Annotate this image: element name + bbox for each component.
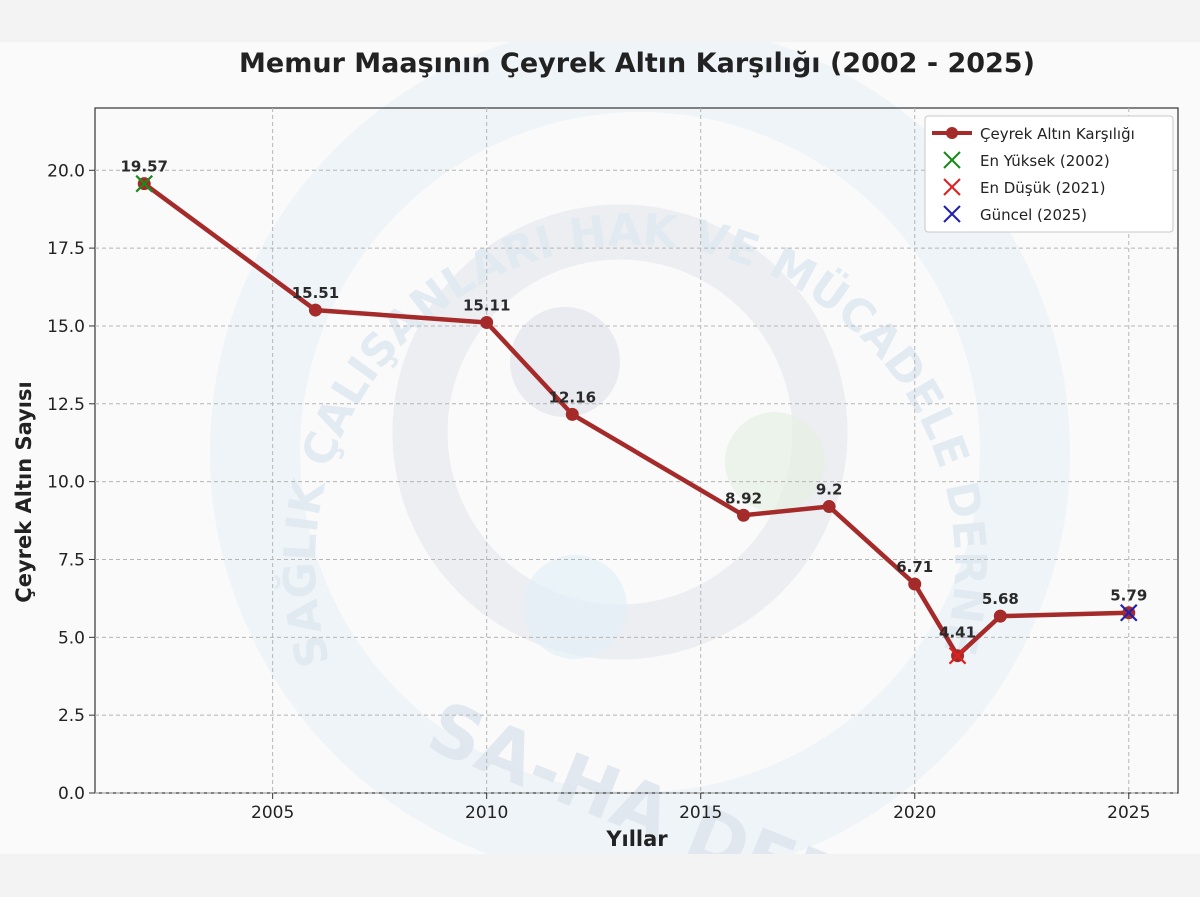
y-tick-label: 2.5 xyxy=(58,706,85,726)
x-ticks: 2005 2010 2015 2020 2025 xyxy=(251,793,1150,823)
y-tick-label: 0.0 xyxy=(58,784,85,804)
legend-x-swatch xyxy=(943,151,961,169)
y-tick-label: 10.0 xyxy=(47,473,85,493)
chart-figure: SAĞLIK ÇALIŞANLARI HAK VE MÜCADELE DERNE… xyxy=(0,42,1200,854)
x-tick-label: 2005 xyxy=(251,803,294,823)
x-marker-stroke xyxy=(1119,603,1138,622)
data-label: 6.71 xyxy=(896,558,933,576)
y-tick-label: 15.0 xyxy=(47,317,85,337)
x-tick-label: 2015 xyxy=(679,803,722,823)
data-point xyxy=(480,316,494,330)
data-label: 5.79 xyxy=(1110,587,1147,605)
watermark-dot-green xyxy=(725,412,825,512)
data-point xyxy=(822,500,836,514)
x-axis-title: Yıllar xyxy=(605,827,668,851)
legend-item: En Yüksek (2002) xyxy=(943,151,1110,170)
x-marker-stroke xyxy=(948,646,967,665)
legend-x-swatch xyxy=(943,205,961,223)
x-tick-label: 2020 xyxy=(893,803,936,823)
data-labels: 19.57 15.51 15.11 12.16 8.92 9.2 6.71 4.41 5.68 5… xyxy=(121,158,1148,642)
chart-title: Memur Maaşının Çeyrek Altın Karşılığı (2… xyxy=(239,48,1035,79)
y-tick-label: 20.0 xyxy=(47,161,85,181)
x-marker-stroke xyxy=(135,174,154,193)
data-label: 9.2 xyxy=(816,481,843,499)
data-point xyxy=(908,577,922,591)
legend-item: En Düşük (2021) xyxy=(943,178,1105,197)
data-point xyxy=(308,303,322,317)
x-marker xyxy=(1119,603,1138,622)
watermark-ring xyxy=(210,42,1070,854)
y-tick-label: 17.5 xyxy=(47,239,85,259)
series-line xyxy=(141,181,1132,658)
data-label: 12.16 xyxy=(549,388,596,406)
legend-item: Güncel (2025) xyxy=(943,205,1087,224)
grid xyxy=(95,108,1178,794)
data-label: 8.92 xyxy=(725,489,762,507)
chart-svg: SAĞLIK ÇALIŞANLARI HAK VE MÜCADELE DERNE… xyxy=(0,42,1179,854)
y-tick-label: 7.5 xyxy=(58,550,85,570)
x-tick-label: 2010 xyxy=(465,803,508,823)
legend-marker-swatch xyxy=(946,127,958,139)
x-marker xyxy=(135,174,154,193)
data-label: 4.41 xyxy=(939,624,976,642)
legend-label: En Yüksek (2002) xyxy=(980,152,1110,170)
data-label: 5.68 xyxy=(982,590,1019,608)
legend-x-swatch xyxy=(943,178,961,196)
data-label: 15.51 xyxy=(292,284,339,302)
y-tick-label: 12.5 xyxy=(47,395,85,415)
y-tick-label: 5.0 xyxy=(58,628,85,648)
legend-label: Güncel (2025) xyxy=(980,206,1087,224)
data-point xyxy=(565,407,579,421)
watermark-dot-blue xyxy=(523,555,627,659)
data-label: 15.11 xyxy=(463,297,510,315)
data-label: 19.57 xyxy=(121,158,168,176)
y-axis-title: Çeyrek Altın Sayısı xyxy=(12,381,36,602)
legend-label: Çeyrek Altın Karşılığı xyxy=(980,125,1135,143)
legend-box xyxy=(924,115,1174,233)
special-markers xyxy=(135,174,1138,665)
y-ticks: 0.0 2.5 5.0 7.5 10.0 12.5 15.0 17.5 20.0 xyxy=(47,161,95,804)
x-tick-label: 2025 xyxy=(1107,803,1150,823)
legend-item: Çeyrek Altın Karşılığı xyxy=(932,125,1135,143)
legend: Çeyrek Altın Karşılığı En Yüksek (2002) En… xyxy=(924,115,1174,233)
watermark-dot-grey xyxy=(510,307,620,417)
data-point xyxy=(993,609,1007,623)
legend-label: En Düşük (2021) xyxy=(980,179,1105,197)
data-point xyxy=(737,508,751,522)
x-marker xyxy=(948,646,967,665)
